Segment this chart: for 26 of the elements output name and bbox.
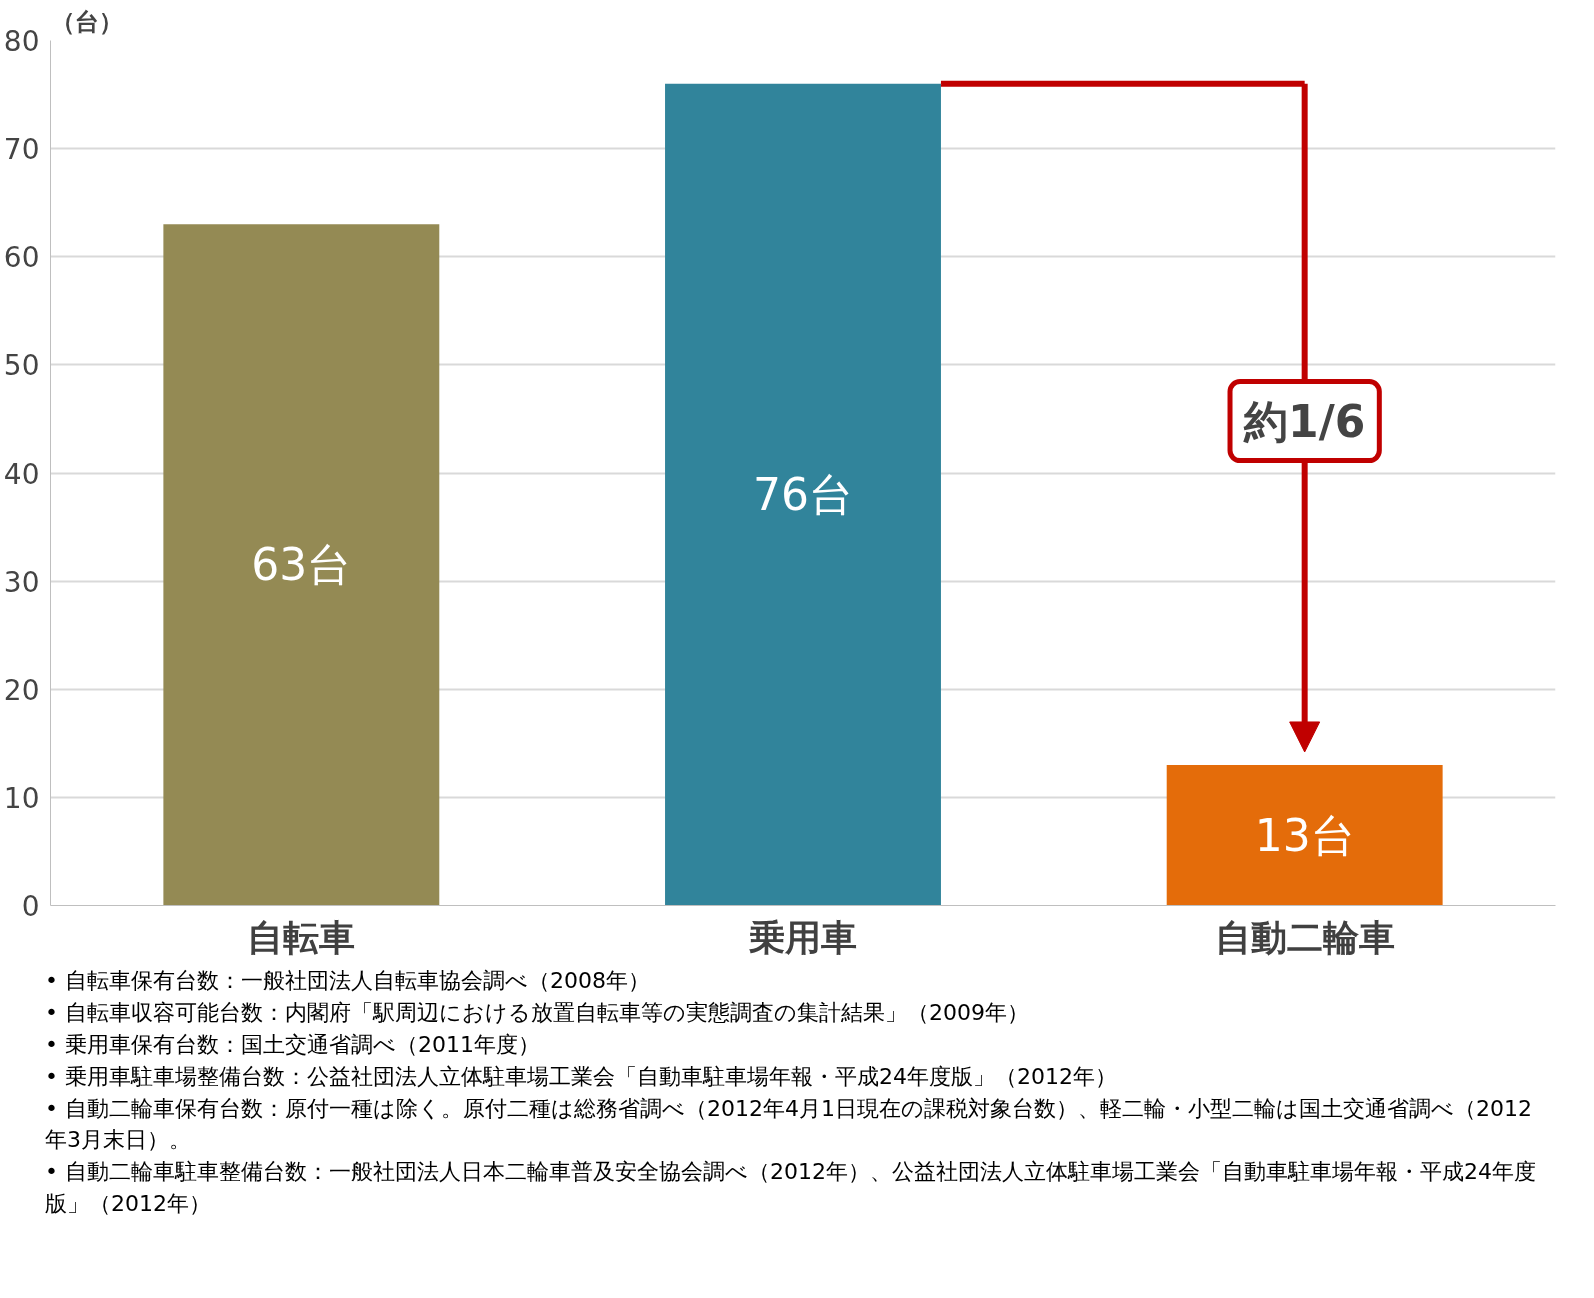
y-tick-label: 80: [3, 25, 40, 58]
y-tick-label: 30: [3, 565, 40, 599]
text: • 自転車保有台数：一般社団法人自転車協会調べ（2008年）: [45, 967, 651, 995]
text: • 自動二輪車駐車整備台数：一般社団法人日本二輪車普及安全協会調べ（2012年）、公益社団法人立体駐車場工業会「自動車駐車場年報・平成24年度版」（2012年）: [45, 1158, 1537, 1219]
data-label: 76台: [753, 469, 854, 521]
y-tick-label: 60: [3, 241, 40, 275]
text: • 自転車収容可能台数：内閣府「駅周辺における放置自転車等の実態調査の集計結果」（2009年）: [45, 998, 1030, 1027]
annotation: 約1/6: [1243, 395, 1366, 447]
y-tick-label: 70: [3, 133, 40, 167]
text: • 乗用車駐車場整備台数：公益社団法人立体駐車場工業会「自動車駐車場年報・平成24年度版」（2012年）: [45, 1062, 1118, 1091]
bar: [665, 83, 941, 906]
y-tick-label: 40: [3, 457, 40, 491]
y-axis-title: （台）: [50, 7, 123, 36]
y-tick-label: 0: [21, 890, 40, 923]
y-tick-label: 10: [3, 781, 40, 815]
x-tick-label: 自動二輪車: [1214, 916, 1395, 958]
x-tick-label: 乗用車: [749, 916, 857, 958]
y-tick-label: 20: [3, 673, 40, 707]
data-label: 63台: [251, 539, 352, 591]
x-tick-label: 自転車: [247, 916, 356, 958]
y-tick-label: 50: [3, 349, 40, 383]
text: • 自動二輪車保有台数：原付一種は除く。原付二種は総務省調べ（2012年4月1日現在の課税対象台数）、軽二輪・小型二輪は国土交通省調べ（2012年3月末日）。: [45, 1094, 1533, 1155]
text: • 乗用車保有台数：国土交通省調べ（2011年度）: [45, 1030, 541, 1059]
data-label: 13台: [1254, 809, 1355, 861]
bar: [163, 224, 440, 906]
bar: [1166, 764, 1443, 906]
